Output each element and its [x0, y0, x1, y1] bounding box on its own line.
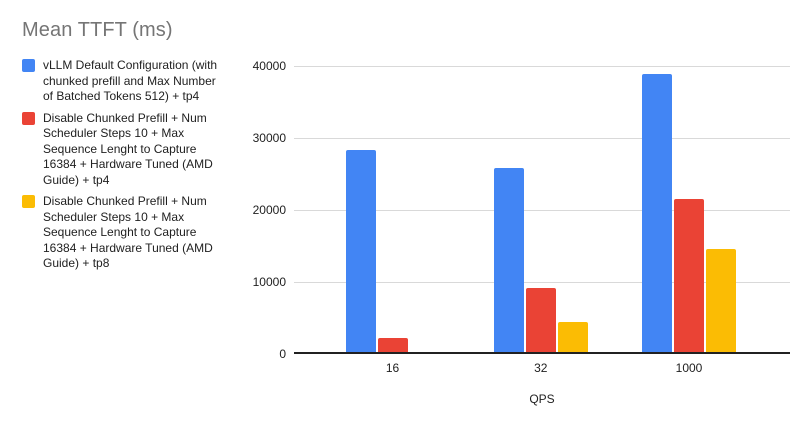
y-tick-label: 30000: [252, 131, 286, 145]
x-axis-title: QPS: [529, 392, 555, 406]
bar-series3-qps1000: [706, 248, 736, 354]
bar-series1-qps16: [345, 149, 376, 354]
gridline: [294, 282, 790, 283]
bar-series2-qps16: [377, 338, 408, 354]
bar-group-32: [493, 66, 588, 354]
bar-series2-qps32: [525, 287, 556, 354]
gridline: [294, 210, 790, 211]
y-tick-label: 20000: [252, 203, 286, 217]
legend-label-series1: vLLM Default Configuration (with chunked…: [43, 58, 218, 103]
x-axis-line: [294, 352, 790, 354]
legend-swatch-blue-icon: [22, 59, 35, 72]
legend-label-series2: Disable Chunked Prefill + Num Scheduler …: [43, 110, 213, 187]
bar-group-1000: [642, 66, 736, 354]
legend-item-3: Disable Chunked Prefill + Num Scheduler …: [22, 194, 240, 272]
bar-series1-qps32: [493, 168, 524, 354]
x-tick-label: 32: [534, 361, 548, 375]
legend: vLLM Default Configuration (with chunked…: [22, 58, 240, 272]
bar-series1-qps1000: [642, 73, 672, 354]
x-tick-label: 16: [385, 361, 400, 375]
x-tick-label: 1000: [675, 361, 703, 375]
bar-series2-qps1000: [674, 199, 704, 354]
legend-item-1: vLLM Default Configuration (with chunked…: [22, 58, 240, 105]
plot-area: 0 10000 20000 30000 40000 16 32 1000: [253, 59, 790, 375]
chart-title: Mean TTFT (ms): [22, 19, 173, 41]
gridline: [294, 138, 790, 139]
bar-series3-qps32: [557, 322, 588, 354]
legend-label-series3: Disable Chunked Prefill + Num Scheduler …: [43, 194, 213, 270]
y-tick-label: 10000: [252, 275, 286, 289]
legend-swatch-yellow-icon: [22, 195, 35, 208]
y-tick-label: 40000: [252, 59, 286, 73]
legend-swatch-red-icon: [22, 111, 35, 125]
gridline: [294, 66, 790, 67]
bar-group-16: [345, 66, 440, 354]
y-tick-label: 0: [279, 347, 286, 361]
legend-item-2: Disable Chunked Prefill + Num Scheduler …: [22, 111, 240, 189]
